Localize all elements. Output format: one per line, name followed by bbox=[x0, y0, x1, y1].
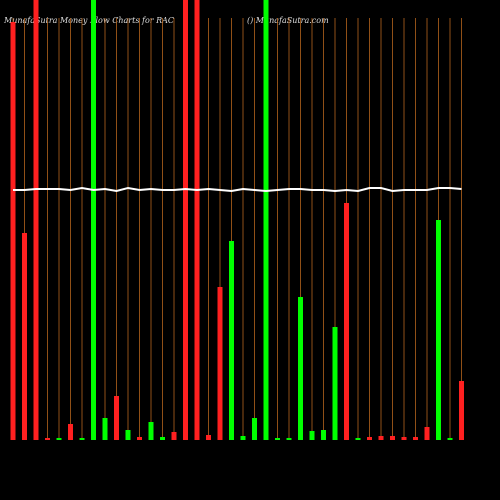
chart-title: MunafaSutra Money Flow Charts for RAC bbox=[3, 16, 174, 25]
bar bbox=[459, 381, 464, 440]
bar bbox=[160, 437, 165, 440]
bar bbox=[286, 438, 292, 440]
bar bbox=[206, 435, 211, 440]
bar bbox=[263, 0, 269, 440]
bar bbox=[79, 438, 85, 440]
bar bbox=[33, 0, 39, 440]
bar bbox=[390, 436, 395, 440]
bar bbox=[148, 422, 154, 440]
bar bbox=[275, 438, 280, 440]
bar bbox=[102, 418, 108, 440]
bar bbox=[171, 432, 177, 440]
bar bbox=[252, 418, 257, 440]
bar bbox=[45, 438, 50, 440]
bar bbox=[401, 437, 407, 440]
bar bbox=[424, 427, 430, 440]
bar bbox=[447, 438, 453, 440]
bar bbox=[332, 327, 338, 440]
chart-subtitle: () MunafaSutra.com bbox=[247, 16, 329, 25]
bar bbox=[344, 203, 349, 440]
bar bbox=[22, 233, 27, 440]
bar bbox=[309, 431, 315, 440]
bar bbox=[298, 297, 303, 440]
bar bbox=[137, 437, 142, 440]
bar bbox=[194, 0, 200, 440]
flow-line bbox=[13, 186, 462, 193]
bar bbox=[436, 220, 441, 440]
bar bbox=[413, 437, 418, 440]
bar bbox=[183, 0, 188, 440]
bar bbox=[125, 430, 131, 440]
bar bbox=[229, 241, 234, 440]
bar bbox=[240, 436, 246, 440]
bar bbox=[10, 22, 16, 440]
bar bbox=[321, 430, 326, 440]
bar bbox=[378, 436, 384, 440]
bar bbox=[68, 424, 73, 440]
bar bbox=[56, 438, 62, 440]
bar bbox=[355, 438, 361, 440]
bar bbox=[91, 0, 96, 440]
bar bbox=[367, 437, 372, 440]
bar bbox=[114, 396, 119, 440]
bar bbox=[217, 287, 223, 440]
